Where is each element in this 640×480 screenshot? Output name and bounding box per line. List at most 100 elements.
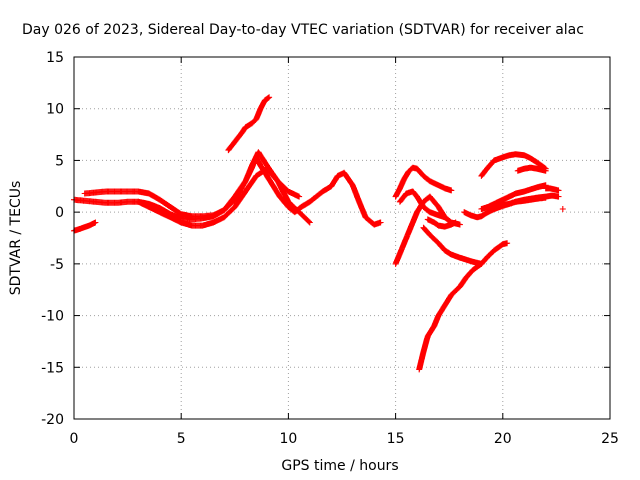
data-point [530, 188, 532, 190]
series-markers [71, 219, 99, 234]
data-point [259, 108, 262, 110]
data-point [251, 122, 253, 124]
data-point [472, 269, 474, 271]
data-point [401, 247, 403, 249]
data-point [79, 228, 82, 230]
data-point [234, 196, 236, 198]
data-point [557, 189, 560, 192]
data-point [244, 126, 247, 128]
data-point [287, 201, 289, 203]
data-point [459, 257, 461, 259]
series-markers [396, 188, 448, 221]
data-point [405, 192, 407, 195]
data-point [212, 221, 214, 224]
series-track-8 [396, 188, 448, 221]
data-point [148, 206, 150, 208]
data-point [159, 207, 161, 209]
series-track-17 [542, 185, 562, 194]
data-point [251, 165, 253, 167]
data-point [530, 198, 532, 200]
series-markers [392, 164, 455, 200]
data-point [553, 188, 555, 190]
data-point [264, 99, 266, 102]
data-point [515, 201, 517, 203]
data-point [234, 206, 236, 208]
data-point [127, 201, 129, 203]
data-point [508, 154, 510, 156]
series-track-13 [478, 182, 549, 212]
data-point [287, 206, 289, 208]
data-point [84, 200, 86, 202]
data-point [515, 192, 517, 195]
data-point [502, 205, 504, 207]
data-point [508, 196, 510, 198]
data-point [202, 215, 204, 217]
data-point [337, 175, 339, 177]
data-point [459, 223, 461, 226]
data-point [399, 187, 401, 189]
series-track-14 [478, 151, 549, 179]
x-axis-label: GPS time / hours [281, 458, 398, 474]
data-point [506, 242, 508, 244]
data-point [493, 208, 495, 210]
data-point [268, 96, 270, 98]
data-point [437, 184, 440, 186]
data-point [450, 223, 452, 226]
series-markers [81, 149, 303, 220]
data-point [530, 157, 532, 159]
series-track-18 [559, 206, 566, 212]
data-point [551, 194, 553, 197]
data-point [105, 190, 107, 193]
data-point [227, 149, 229, 151]
data-point [416, 196, 418, 198]
data-point [212, 214, 214, 216]
axes: 0 5 10 15 20 25 -20 -15 -10 -5 0 5 10 15 [41, 50, 619, 447]
data-point [159, 211, 161, 213]
data-point [94, 191, 97, 194]
data-point [298, 211, 300, 213]
series-track-3 [81, 149, 303, 220]
data-point [287, 190, 289, 193]
x-tick-label: 20 [494, 431, 512, 447]
data-point [536, 186, 538, 188]
data-point [309, 221, 311, 224]
data-point [429, 211, 431, 213]
data-point [480, 208, 482, 210]
data-point [137, 201, 139, 203]
series-markers [225, 94, 273, 154]
data-point [322, 190, 324, 193]
data-point [116, 202, 118, 204]
data-point [422, 175, 425, 177]
data-point [395, 196, 397, 198]
data-point [450, 253, 452, 256]
data-point [343, 172, 345, 174]
data-point [437, 314, 440, 317]
y-axis-label: SDTVAR / TECUs [8, 181, 24, 296]
data-point [433, 325, 435, 327]
data-point [191, 215, 193, 217]
data-point [444, 226, 446, 228]
data-point [562, 208, 564, 210]
data-point [549, 187, 551, 189]
data-point [94, 201, 97, 203]
data-point [502, 243, 504, 245]
series-markers [542, 185, 562, 194]
data-point [422, 227, 425, 229]
data-point [180, 221, 182, 224]
series-markers [135, 165, 313, 229]
data-point [88, 224, 90, 227]
chart-title: Day 026 of 2023, Sidereal Day-to-day VTE… [22, 22, 584, 38]
data-point [364, 216, 367, 218]
data-point [412, 167, 414, 169]
y-tick-label: -15 [41, 360, 64, 376]
data-point [427, 218, 429, 220]
data-point [116, 190, 118, 193]
data-point [244, 190, 247, 193]
data-point [259, 165, 262, 167]
data-point [450, 294, 452, 296]
data-point [169, 206, 172, 208]
series-markers [420, 224, 485, 267]
data-point [403, 178, 405, 180]
x-tick-label: 25 [601, 431, 619, 447]
